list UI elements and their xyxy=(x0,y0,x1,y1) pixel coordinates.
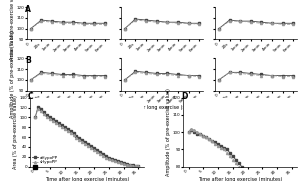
X-axis label: Time after long exercise (minutes): Time after long exercise (minutes) xyxy=(198,177,282,181)
Y-axis label: Amplitude (% of pre-exercise value): Amplitude (% of pre-exercise value) xyxy=(167,88,172,176)
X-axis label: Time after long exercise (seconds): Time after long exercise (seconds) xyxy=(120,105,204,110)
Y-axis label: Area (% of pre-exercise value): Area (% of pre-exercise value) xyxy=(13,95,18,169)
X-axis label: Time after long exercise (minutes): Time after long exercise (minutes) xyxy=(45,177,129,181)
Y-axis label: Amplitude (% of pre-exercise value): Amplitude (% of pre-exercise value) xyxy=(10,31,15,118)
Text: B: B xyxy=(26,56,31,65)
Y-axis label: Area (% of pre-exercise value): Area (% of pre-exercise value) xyxy=(10,0,15,60)
Text: A: A xyxy=(26,5,31,14)
Legend: aHypoPP, sHypoPP: aHypoPP, sHypoPP xyxy=(32,156,58,164)
Text: D: D xyxy=(181,92,188,101)
Text: C: C xyxy=(28,92,33,101)
